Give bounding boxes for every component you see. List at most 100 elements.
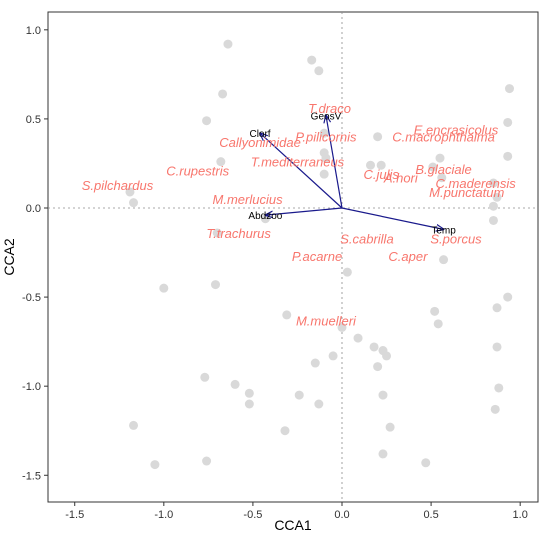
species-labels: E.encrasicolus T.draco C.macrophthalma P.pi… [82, 101, 517, 328]
site-point [382, 351, 392, 361]
y-tick-label: 1.0 [26, 25, 41, 37]
y-tick-label: 0.5 [26, 114, 41, 126]
x-tick-label: -1.0 [154, 509, 173, 521]
x-tick-label: -1.5 [65, 509, 84, 521]
site-point [328, 351, 338, 361]
site-point [210, 280, 220, 290]
species-label: T.trachurus [206, 226, 271, 241]
env-vector-label: Abdzoo [248, 211, 282, 222]
site-point [337, 322, 347, 332]
species-label: C.maderensis [436, 176, 517, 191]
site-point [492, 342, 502, 352]
x-tick-label: 0.5 [423, 509, 438, 521]
env-vector-arrow [265, 207, 343, 215]
species-label: T.draco [308, 101, 351, 116]
species-label: P.pilicornis [295, 130, 357, 145]
site-point [321, 153, 331, 163]
species-label: Callyonimidae [219, 135, 301, 150]
site-point [218, 89, 228, 99]
species-label: B.glaciale [415, 162, 471, 177]
y-tick-label: -1.5 [22, 470, 41, 482]
site-point [428, 162, 438, 172]
site-point [223, 39, 233, 49]
site-point [282, 310, 292, 320]
species-label: A.hori [383, 171, 419, 186]
site-point [366, 160, 376, 170]
site-point [342, 267, 352, 277]
site-point [280, 426, 290, 436]
site-point [373, 362, 383, 372]
site-point [488, 215, 498, 225]
site-point [294, 390, 304, 400]
site-point [319, 169, 329, 179]
axis-ticks: -1.5 -1.0 -0.5 0.0 0.5 1.0 -1.5 -1.0 -0.5 0.0 0.5 1… [22, 25, 528, 521]
env-vector-label: Temp [431, 225, 456, 236]
site-point [216, 157, 226, 167]
x-tick-label: 0.0 [334, 509, 349, 521]
species-label: C.rupestris [166, 164, 229, 179]
site-point [314, 399, 324, 409]
y-axis-title: CCA2 [1, 238, 17, 276]
site-point [150, 460, 160, 470]
site-point [310, 358, 320, 368]
site-point [314, 66, 324, 76]
site-point [353, 333, 363, 343]
site-point [376, 160, 386, 170]
site-point [488, 201, 498, 211]
env-vector-arrow [341, 207, 444, 229]
species-label: S.cabrilla [340, 231, 393, 246]
site-point [503, 292, 513, 302]
site-point [202, 116, 212, 126]
site-point [369, 342, 379, 352]
site-point [492, 303, 502, 313]
site-point [492, 192, 502, 202]
site-point [435, 153, 445, 163]
site-point [504, 84, 514, 94]
species-label: M.muelleri [296, 313, 357, 328]
env-vector-label: Clorf [249, 129, 270, 140]
site-points [125, 39, 514, 470]
species-label: C.julis [363, 167, 399, 182]
site-point [212, 228, 222, 238]
x-axis-title: CCA1 [274, 517, 312, 533]
environment-vectors: Clorf GeosV Abdzoo Temp [248, 111, 456, 236]
y-tick-label: -1.0 [22, 381, 41, 393]
site-point [385, 422, 395, 432]
y-tick-label: -0.5 [22, 292, 41, 304]
site-point [430, 306, 440, 316]
site-point [129, 420, 139, 430]
site-point [159, 283, 169, 293]
species-label: E.encrasicolus [414, 123, 499, 138]
site-point [244, 388, 254, 398]
site-point [200, 372, 210, 382]
x-tick-label: 1.0 [513, 509, 528, 521]
plot-panel-border [47, 11, 539, 503]
site-point [433, 319, 443, 329]
site-point [202, 456, 212, 466]
site-point [129, 198, 139, 208]
x-tick-label: -0.5 [243, 509, 262, 521]
env-vector-arrow [326, 115, 343, 209]
site-point [439, 255, 449, 265]
site-point [488, 178, 498, 188]
site-point [437, 173, 447, 183]
species-label: S.pilchardus [82, 178, 154, 193]
site-point [378, 390, 388, 400]
site-point [503, 151, 513, 161]
site-point [378, 449, 388, 459]
site-point [307, 55, 317, 65]
species-label: M.punctatum [429, 185, 504, 200]
env-vector-arrow [260, 133, 343, 209]
species-label: S.porcus [430, 231, 482, 246]
species-label: C.macrophthalma [392, 130, 495, 145]
species-label: C.aper [388, 249, 428, 264]
species-label: M.merlucius [213, 192, 284, 207]
site-point [503, 117, 513, 127]
site-point [319, 128, 329, 138]
site-point [244, 399, 254, 409]
site-point [230, 379, 240, 389]
y-tick-label: 0.0 [26, 203, 41, 215]
site-point [125, 187, 135, 197]
site-point [490, 404, 500, 414]
